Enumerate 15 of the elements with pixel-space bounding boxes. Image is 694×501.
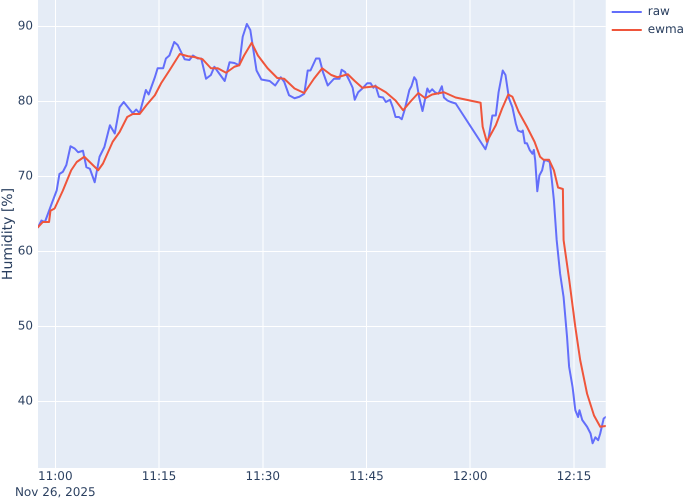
y-tick-label: 60 bbox=[18, 243, 33, 258]
legend-label: ewma bbox=[648, 22, 684, 36]
y-tick-label: 50 bbox=[18, 318, 33, 332]
x-tick-label: 11:00 Nov 26, 2025 bbox=[14, 469, 96, 500]
y-tick-label: 80 bbox=[18, 93, 33, 108]
x-tick-label: 12:15 bbox=[556, 469, 592, 484]
y-axis-title: Humidity [%] bbox=[0, 188, 16, 280]
y-tick-label: 70 bbox=[18, 168, 33, 182]
x-tick-label: 12:00 bbox=[452, 469, 488, 484]
x-tick-label: 11:15 bbox=[142, 469, 176, 484]
y-tick-label: 40 bbox=[18, 393, 33, 408]
x-tick-label: 11:30 bbox=[245, 469, 280, 484]
x-tick-label: 11:45 bbox=[349, 469, 384, 484]
legend-label: raw bbox=[648, 4, 670, 18]
y-tick-label: 90 bbox=[18, 18, 33, 32]
